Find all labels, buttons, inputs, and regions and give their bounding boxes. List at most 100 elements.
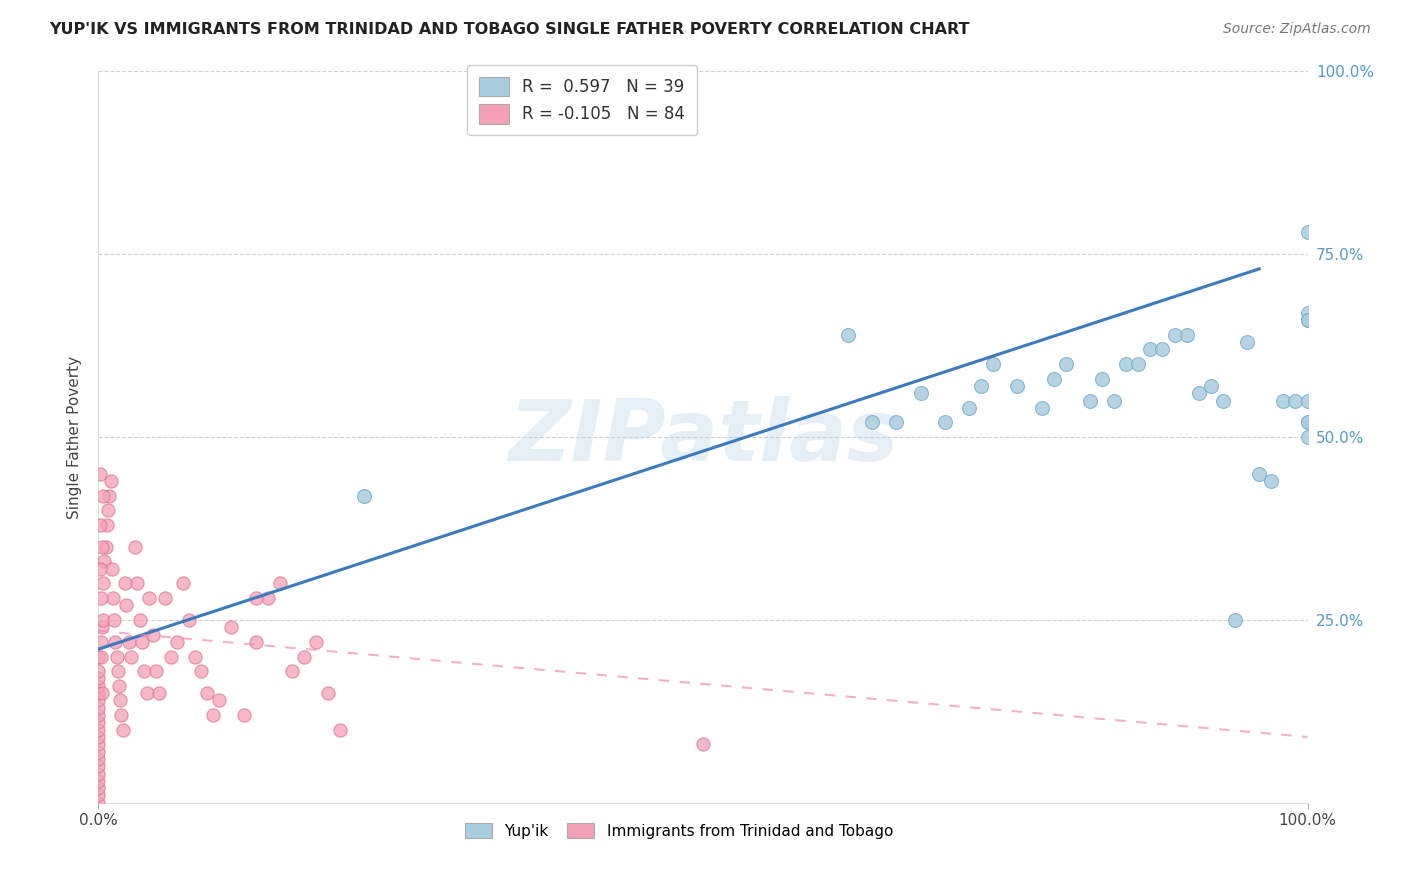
Point: [105, 649, 128, 664]
Point: [1007, 379, 1029, 393]
Point: [1031, 401, 1053, 415]
Point: [232, 708, 254, 723]
Point: [98, 489, 121, 503]
Point: [89, 517, 111, 532]
Point: [90, 649, 112, 664]
Point: [1091, 371, 1114, 385]
Point: [104, 635, 127, 649]
Point: [96, 517, 118, 532]
Point: [1296, 416, 1319, 430]
Point: [1212, 393, 1234, 408]
Point: [87, 723, 110, 737]
Point: [87, 686, 110, 700]
Text: ZIPatlas: ZIPatlas: [508, 395, 898, 479]
Point: [108, 693, 131, 707]
Point: [1249, 467, 1271, 481]
Point: [1128, 357, 1150, 371]
Point: [120, 649, 142, 664]
Point: [87, 759, 110, 773]
Text: Source: ZipAtlas.com: Source: ZipAtlas.com: [1223, 22, 1371, 37]
Point: [1296, 430, 1319, 444]
Point: [316, 686, 339, 700]
Point: [1102, 393, 1125, 408]
Point: [124, 540, 146, 554]
Point: [145, 664, 167, 678]
Point: [87, 679, 110, 693]
Point: [97, 503, 120, 517]
Point: [910, 386, 932, 401]
Point: [692, 737, 714, 751]
Point: [1199, 379, 1222, 393]
Point: [184, 649, 207, 664]
Point: [111, 723, 134, 737]
Point: [87, 737, 110, 751]
Point: [91, 540, 114, 554]
Point: [138, 591, 160, 605]
Point: [1296, 225, 1319, 239]
Point: [1260, 474, 1282, 488]
Point: [103, 613, 125, 627]
Point: [1296, 416, 1319, 430]
Legend: Yup'ik, Immigrants from Trinidad and Tobago: Yup'ik, Immigrants from Trinidad and Tob…: [457, 815, 901, 847]
Point: [108, 679, 131, 693]
Point: [1236, 334, 1258, 349]
Point: [1223, 613, 1246, 627]
Point: [107, 664, 129, 678]
Point: [153, 591, 176, 605]
Point: [115, 599, 138, 613]
Point: [134, 664, 156, 678]
Point: [87, 752, 110, 766]
Point: [131, 635, 153, 649]
Point: [101, 591, 124, 605]
Point: [89, 562, 111, 576]
Point: [160, 649, 183, 664]
Point: [89, 467, 111, 481]
Point: [1115, 357, 1137, 371]
Point: [221, 620, 243, 634]
Point: [91, 686, 114, 700]
Text: YUP'IK VS IMMIGRANTS FROM TRINIDAD AND TOBAGO SINGLE FATHER POVERTY CORRELATION : YUP'IK VS IMMIGRANTS FROM TRINIDAD AND T…: [49, 22, 970, 37]
Point: [87, 730, 110, 744]
Point: [90, 635, 112, 649]
Point: [87, 796, 110, 810]
Point: [1054, 357, 1077, 371]
Point: [118, 635, 141, 649]
Point: [281, 664, 304, 678]
Point: [148, 686, 170, 700]
Point: [245, 635, 267, 649]
Point: [1296, 306, 1319, 320]
Point: [886, 416, 908, 430]
Point: [981, 357, 1004, 371]
Point: [166, 635, 188, 649]
Point: [87, 693, 110, 707]
Point: [93, 554, 115, 568]
Point: [87, 766, 110, 780]
Point: [202, 708, 225, 723]
Point: [1296, 313, 1319, 327]
Point: [1188, 386, 1211, 401]
Point: [1163, 327, 1185, 342]
Point: [1078, 393, 1101, 408]
Point: [87, 664, 110, 678]
Point: [87, 708, 110, 723]
Point: [91, 620, 114, 634]
Point: [190, 664, 212, 678]
Point: [256, 591, 278, 605]
Point: [1284, 393, 1306, 408]
Point: [1296, 393, 1319, 408]
Point: [110, 708, 132, 723]
Point: [114, 576, 136, 591]
Point: [179, 613, 201, 627]
Point: [305, 635, 328, 649]
Point: [172, 576, 194, 591]
Point: [329, 723, 352, 737]
Point: [135, 686, 157, 700]
Point: [195, 686, 218, 700]
Point: [970, 379, 993, 393]
Point: [127, 576, 149, 591]
Point: [292, 649, 315, 664]
Y-axis label: Single Father Poverty: Single Father Poverty: [67, 356, 83, 518]
Point: [90, 591, 112, 605]
Point: [91, 489, 114, 503]
Point: [87, 672, 110, 686]
